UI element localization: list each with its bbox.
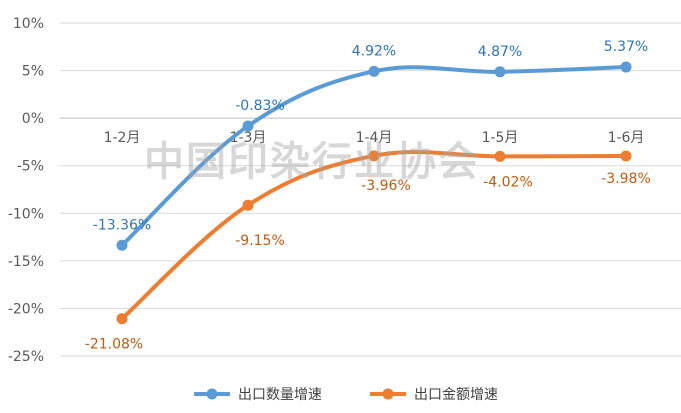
x-category-label: 1-6月 bbox=[608, 130, 645, 146]
data-label: -3.96% bbox=[361, 178, 411, 194]
y-tick-label: 0% bbox=[22, 111, 44, 127]
y-tick-label: 5% bbox=[22, 64, 44, 80]
y-tick-label: -5% bbox=[17, 159, 44, 175]
data-point bbox=[368, 150, 380, 162]
data-point bbox=[494, 150, 506, 162]
data-label: -21.08% bbox=[85, 337, 143, 353]
y-tick-label: -15% bbox=[8, 254, 44, 270]
data-point bbox=[242, 120, 254, 132]
data-label: -13.36% bbox=[93, 217, 151, 233]
data-label: -0.83% bbox=[235, 98, 285, 114]
data-point bbox=[620, 150, 632, 162]
y-tick-label: -20% bbox=[8, 301, 44, 317]
y-axis-ticks: 10% 5% 0% -5% -10% -15% -20% -25% bbox=[8, 16, 44, 365]
legend-swatch-marker bbox=[382, 388, 394, 400]
legend-label: 出口数量增速 bbox=[238, 387, 322, 403]
data-label: 4.92% bbox=[352, 43, 396, 59]
data-point bbox=[620, 61, 632, 73]
series-lines bbox=[116, 61, 632, 325]
data-label: -3.98% bbox=[601, 171, 651, 187]
data-point bbox=[368, 65, 380, 77]
data-point bbox=[116, 313, 128, 325]
x-category-label: 1-5月 bbox=[482, 130, 519, 146]
data-point bbox=[494, 66, 506, 78]
data-labels: -13.36% -0.83% 4.92% 4.87% 5.37% -21.08% -9.15… bbox=[85, 39, 651, 353]
data-label: -4.02% bbox=[483, 174, 533, 190]
legend-label: 出口金额增速 bbox=[414, 387, 498, 403]
data-label: 5.37% bbox=[604, 39, 648, 55]
x-category-label: 1-4月 bbox=[356, 130, 393, 146]
data-label: -9.15% bbox=[235, 233, 285, 249]
y-tick-label: -25% bbox=[8, 349, 44, 365]
data-point bbox=[242, 199, 254, 211]
watermark: 中国印染行业协会 bbox=[144, 139, 480, 185]
data-label: 4.87% bbox=[478, 44, 522, 60]
y-tick-label: -10% bbox=[8, 206, 44, 222]
x-category-label: 1-2月 bbox=[104, 130, 141, 146]
gridlines bbox=[60, 22, 681, 357]
y-tick-label: 10% bbox=[13, 16, 44, 32]
legend: 出口数量增速 出口金额增速 bbox=[194, 387, 498, 403]
legend-swatch-marker bbox=[206, 388, 218, 400]
data-point bbox=[116, 239, 128, 251]
